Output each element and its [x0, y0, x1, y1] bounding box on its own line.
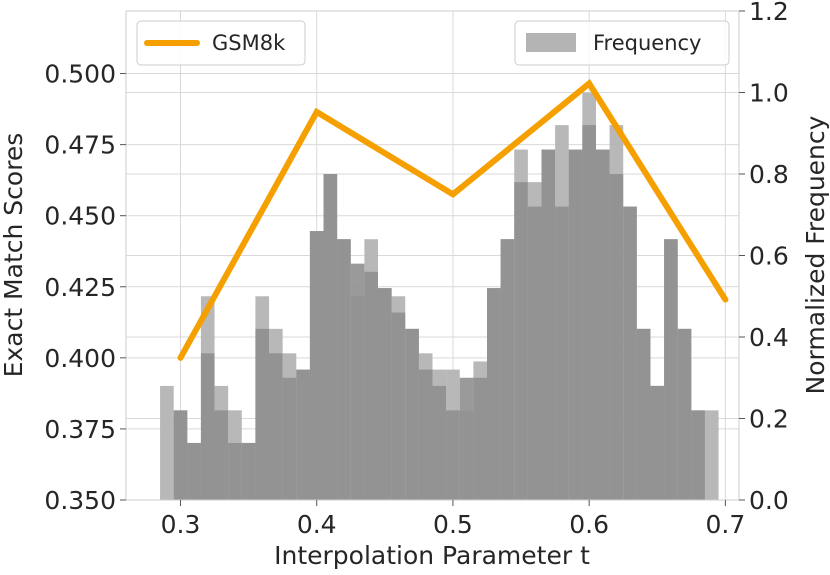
histogram-bar-s1-11 [323, 174, 338, 500]
histogram-bar-s1-30 [582, 125, 596, 500]
histogram-bar-s1-4 [228, 442, 242, 500]
histogram-bar-s1-24 [500, 239, 515, 500]
histogram-bar-s1-8 [282, 377, 297, 500]
y-left-tick-label-2: 0.400 [44, 344, 116, 373]
x-tick-label-3: 0.6 [569, 510, 609, 539]
y-right-tick-label-5: 1.0 [749, 79, 789, 108]
y-axis-right-label: Normalized Frequency [801, 115, 830, 394]
y-left-tick-label-1: 0.375 [44, 415, 116, 444]
histogram-bar-s1-5 [241, 442, 256, 500]
histogram-bar-s1-20 [446, 410, 460, 500]
y-left-tick-label-0: 0.350 [44, 486, 116, 515]
y-right-tick-label-4: 0.8 [749, 160, 789, 189]
histogram-bar-s1-6 [255, 328, 270, 500]
x-axis-label: Interpolation Parameter t [274, 541, 590, 570]
line-layer [177, 79, 729, 361]
y-right-tick-label-3: 0.6 [749, 242, 789, 271]
histogram-bar-s1-27 [541, 149, 556, 501]
histogram-bar-s1-9 [296, 369, 310, 500]
histogram-bar-s1-36 [664, 239, 678, 500]
histogram-bar-s1-2 [200, 353, 215, 500]
histogram-bar-s1-26 [527, 206, 542, 500]
legend-gsm8k: GSM8k [136, 20, 306, 66]
histogram-bar-s0-40 [704, 410, 719, 500]
x-tick-label-1: 0.4 [297, 510, 337, 539]
histogram-bar-s1-16 [391, 312, 406, 500]
y-left-tick-label-4: 0.450 [44, 202, 116, 231]
histogram-bar-s1-25 [514, 182, 528, 500]
gsm8k-line [177, 79, 729, 361]
y-left-tick-label-5: 0.475 [44, 131, 116, 160]
histogram-layer [160, 92, 719, 501]
histogram-bar-s1-29 [568, 149, 583, 501]
histogram-bar-s1-35 [650, 385, 665, 500]
histogram-bar-s1-13 [350, 263, 365, 500]
histogram-bar-s1-17 [405, 328, 419, 500]
legend-frequency-label: Frequency [593, 31, 702, 55]
legend-frequency: Frequency [514, 20, 730, 66]
histogram-bar-s1-38 [691, 410, 705, 500]
histogram-bar-s1-22 [473, 377, 487, 500]
histogram-bar-s1-15 [378, 288, 392, 500]
y-right-tick-label-6: 1.2 [749, 0, 789, 26]
histogram-bar-s1-0 [173, 410, 188, 500]
y-right-tick-label-0: 0.0 [749, 486, 789, 515]
histogram-bar-s1-23 [486, 288, 501, 500]
y-axis-left-label: Exact Match Scores [0, 133, 28, 378]
histogram-bar-s1-1 [187, 442, 201, 500]
x-tick-label-2: 0.5 [433, 510, 473, 539]
y-left-tick-label-3: 0.425 [44, 273, 116, 302]
histogram-bar-s0-0 [160, 385, 174, 500]
histogram-bar-s1-19 [432, 385, 447, 500]
histogram-bar-s1-33 [623, 206, 637, 500]
y-right-tick-label-2: 0.4 [749, 323, 789, 352]
histogram-bar-s1-14 [364, 271, 379, 500]
histogram-bar-s1-10 [309, 231, 324, 501]
histogram-bar-s1-32 [609, 174, 624, 500]
histogram-bar-s1-34 [636, 328, 651, 500]
histogram-bar-s1-12 [337, 239, 351, 500]
histogram-bar-s1-37 [677, 328, 692, 500]
y-right-tick-label-1: 0.2 [749, 405, 789, 434]
histogram-bar-s1-18 [418, 369, 433, 500]
legend-gsm8k-box [136, 20, 306, 66]
histogram-bar-s1-7 [269, 353, 283, 500]
histogram-bar-s1-3 [214, 410, 229, 500]
tick-layer: 0.3500.3750.4000.4250.4500.4750.5000.00.… [44, 0, 788, 539]
histogram-bar-s1-28 [555, 206, 569, 500]
histogram-bar-s1-31 [595, 149, 610, 501]
legend-gsm8k-label: GSM8k [212, 31, 286, 55]
histogram-bar-s1-21 [459, 377, 474, 500]
legend-frequency-box [514, 20, 730, 66]
x-tick-label-4: 0.7 [705, 510, 745, 539]
y-left-tick-label-6: 0.500 [44, 60, 116, 89]
legend-frequency-swatch [526, 33, 576, 52]
x-tick-label-0: 0.3 [161, 510, 201, 539]
